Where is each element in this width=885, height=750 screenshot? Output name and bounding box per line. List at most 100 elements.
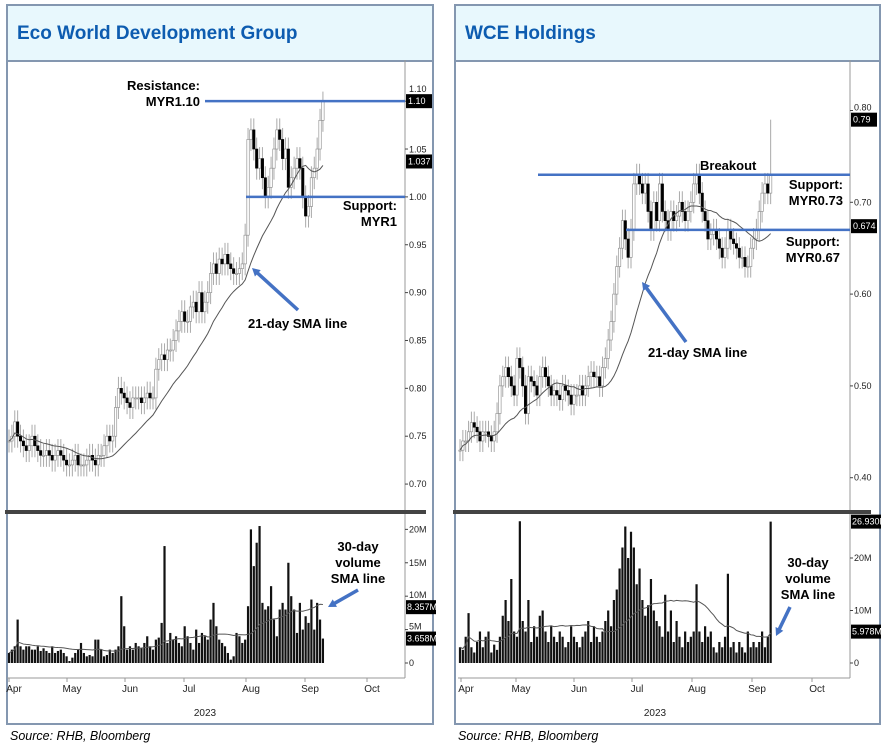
candle bbox=[157, 359, 161, 370]
source-note: Source: RHB, Bloomberg bbox=[458, 729, 599, 743]
volume-bar bbox=[301, 629, 304, 663]
candle bbox=[586, 376, 590, 387]
candle bbox=[116, 388, 120, 408]
volume-tick-label: 0 bbox=[409, 658, 414, 668]
panel-header: WCE Holdings bbox=[456, 6, 879, 62]
candle bbox=[24, 445, 28, 451]
volume-bar bbox=[518, 521, 521, 663]
candle bbox=[99, 455, 103, 457]
candle bbox=[93, 459, 97, 466]
y-tick-label: 1.05 bbox=[409, 144, 427, 154]
y-tick-label: 0.80 bbox=[409, 383, 427, 393]
volume-bar bbox=[304, 616, 307, 663]
candle bbox=[609, 321, 613, 341]
volume-bar bbox=[128, 646, 132, 663]
candle bbox=[304, 196, 308, 217]
volume-bar bbox=[567, 642, 570, 663]
volume-bar bbox=[507, 621, 510, 663]
volume-bar bbox=[701, 642, 704, 663]
candle bbox=[50, 455, 54, 461]
candle bbox=[88, 455, 92, 461]
volume-bar bbox=[91, 656, 94, 663]
volume-bar bbox=[632, 547, 635, 663]
candle bbox=[484, 431, 488, 434]
chart-title: Eco World Development Group bbox=[17, 23, 298, 44]
candle bbox=[506, 367, 510, 378]
y-tick-label: 1.00 bbox=[409, 192, 427, 202]
x-tick-label: Jul bbox=[631, 684, 644, 695]
volume-bar bbox=[664, 594, 667, 663]
y-tick-label: 0.75 bbox=[409, 431, 427, 441]
x-tick-label: Apr bbox=[6, 684, 22, 695]
volume-tag-label: 5.978M bbox=[852, 627, 882, 637]
volume-bar bbox=[561, 636, 564, 663]
volume-bar bbox=[203, 636, 206, 663]
volume-bar bbox=[578, 647, 581, 663]
volume-tick-label: 10M bbox=[854, 606, 872, 616]
year-label: 2023 bbox=[644, 708, 667, 719]
candle bbox=[16, 421, 20, 437]
volume-bar bbox=[79, 642, 83, 663]
volume-bar bbox=[686, 642, 690, 663]
candle bbox=[114, 407, 118, 437]
candle bbox=[131, 397, 135, 408]
candle bbox=[603, 358, 607, 368]
source-note: Source: RHB, Bloomberg bbox=[10, 729, 151, 743]
volume-bar bbox=[28, 646, 31, 663]
candle bbox=[555, 390, 559, 396]
candle bbox=[134, 397, 138, 400]
volume-sma-arrow-icon-head bbox=[328, 599, 337, 607]
candle bbox=[486, 431, 490, 437]
volume-tag bbox=[406, 631, 436, 646]
candle bbox=[746, 266, 750, 268]
volume-bar bbox=[641, 600, 644, 663]
volume-bar bbox=[51, 646, 54, 663]
y-tick-label: 1.10 bbox=[409, 84, 427, 94]
candle bbox=[700, 192, 704, 212]
price-tag-label: 0.79 bbox=[853, 115, 871, 125]
candle bbox=[657, 183, 661, 221]
candle bbox=[618, 247, 622, 267]
volume-bar bbox=[45, 650, 48, 663]
volume-bar bbox=[267, 606, 270, 663]
volume-bar bbox=[535, 636, 539, 663]
volume-bar bbox=[149, 646, 152, 663]
volume-bar bbox=[609, 626, 613, 663]
panel-header: Eco World Development Group bbox=[8, 6, 432, 62]
volume-bar bbox=[125, 649, 129, 663]
candle bbox=[191, 301, 195, 308]
candle bbox=[737, 247, 741, 258]
volume-bar bbox=[749, 647, 752, 663]
candle bbox=[598, 376, 602, 387]
volume-bar bbox=[592, 626, 596, 663]
candle bbox=[481, 431, 485, 442]
volume-bar bbox=[74, 652, 77, 663]
candle bbox=[518, 358, 522, 368]
volume-bar bbox=[515, 636, 519, 663]
candle bbox=[563, 385, 567, 391]
candle bbox=[283, 148, 287, 159]
volume-tick-label: 15M bbox=[409, 558, 427, 568]
candle bbox=[186, 321, 190, 323]
volume-bar bbox=[604, 621, 607, 663]
price-tag bbox=[406, 94, 432, 109]
volume-bar bbox=[627, 558, 630, 663]
candle bbox=[19, 435, 23, 442]
volume-bar bbox=[238, 636, 241, 663]
volume-bar bbox=[473, 652, 476, 663]
volume-bar bbox=[313, 629, 316, 663]
candle bbox=[174, 330, 178, 341]
volume-bar bbox=[264, 609, 267, 663]
resistance-label: Resistance: bbox=[127, 78, 200, 93]
candle bbox=[495, 413, 499, 433]
candle bbox=[263, 177, 267, 198]
candle bbox=[709, 234, 713, 240]
volume-bar bbox=[572, 636, 576, 663]
candle bbox=[492, 431, 496, 442]
candle bbox=[295, 158, 299, 169]
candle bbox=[286, 148, 290, 188]
volume-sma-annotation: volume bbox=[785, 571, 831, 586]
x-tick-label: Sep bbox=[748, 684, 766, 695]
y-tick-label: 0.70 bbox=[854, 197, 872, 207]
chart-panel-wce: WCE Holdings bbox=[454, 4, 881, 725]
